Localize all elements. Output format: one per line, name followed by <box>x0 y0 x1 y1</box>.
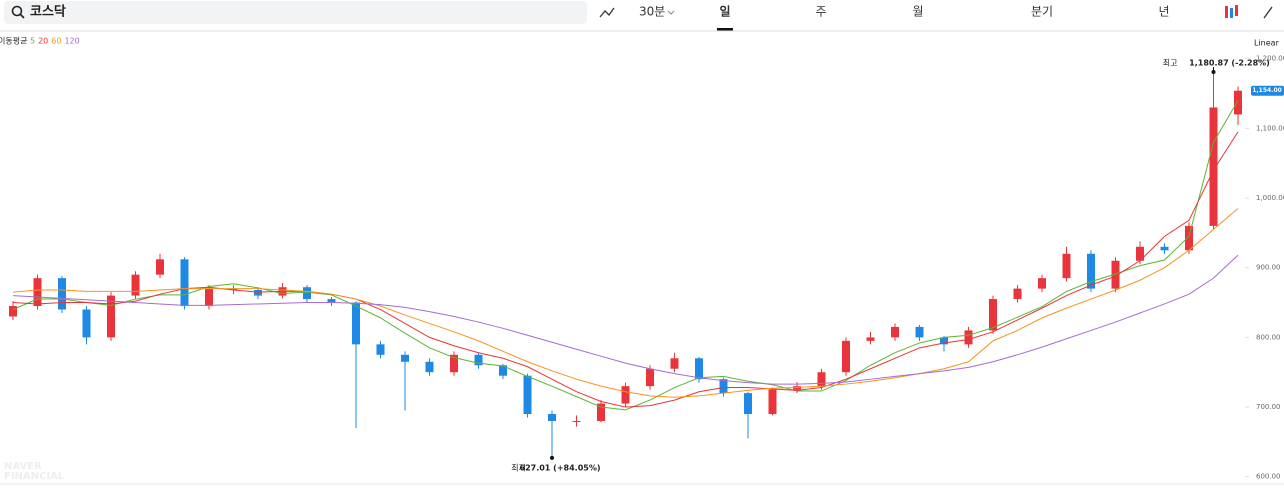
candle-body <box>940 337 948 345</box>
y-tick-label: 1,000.00 <box>1256 194 1284 202</box>
tab[interactable]: 분기 <box>1031 5 1053 19</box>
candle-body <box>474 354 483 366</box>
candle-body <box>205 288 213 307</box>
tab-underline <box>717 28 733 31</box>
y-tick-label: 600.00 <box>1256 473 1281 481</box>
y-tick-label: 1,200.00 <box>1256 55 1284 63</box>
price-tag <box>1251 85 1284 96</box>
candle-body <box>82 309 91 338</box>
candle-body <box>719 379 728 394</box>
candle-body <box>1185 225 1193 251</box>
candle-body <box>180 259 189 307</box>
candle-body <box>425 361 434 373</box>
candle-body <box>1087 253 1095 289</box>
candle-body <box>548 414 556 421</box>
search-text[interactable]: 코스닥 <box>30 4 66 20</box>
low-text: 627.01 (+84.05%) <box>520 463 601 472</box>
price-tag-text: 1,154.00 <box>1252 87 1282 94</box>
candle-body <box>107 295 115 338</box>
candle-body <box>866 337 875 341</box>
legend-title: 이동평균 <box>0 36 27 46</box>
candle-body <box>1062 253 1071 279</box>
candle-body <box>156 259 164 275</box>
ma-line <box>12 254 1239 385</box>
candle-body <box>817 372 826 387</box>
candle-body <box>450 354 458 373</box>
y-tick-label: 700.00 <box>1256 403 1281 411</box>
tab[interactable]: 년 <box>1158 5 1169 19</box>
candle-body <box>891 326 899 338</box>
candle-body <box>646 368 654 387</box>
search-icon <box>19 13 25 19</box>
watermark: FINANCIAL <box>4 471 65 482</box>
candle-body <box>572 420 581 422</box>
candle-body <box>327 299 336 303</box>
candle-body <box>9 306 17 317</box>
candle-body <box>303 287 311 300</box>
candle-body <box>1111 260 1120 289</box>
tab[interactable]: 월 <box>912 5 923 19</box>
low-marker <box>550 455 554 460</box>
candle-body <box>842 340 850 373</box>
legend-entry: 20 <box>38 37 48 46</box>
candle-body <box>254 290 262 296</box>
candle-body <box>915 326 924 338</box>
candle-body <box>1136 246 1144 261</box>
candle-body <box>1160 246 1169 251</box>
interval[interactable]: 30분 <box>639 5 665 19</box>
high-label: 최고 <box>1163 58 1178 68</box>
candle-body <box>131 274 140 296</box>
search-icon <box>11 5 23 17</box>
y-tick-label: 800.00 <box>1256 333 1281 341</box>
edit-icon[interactable] <box>1263 6 1273 19</box>
ma-line <box>12 100 1239 411</box>
candle-body <box>1013 288 1022 300</box>
candle-body <box>597 403 605 421</box>
legend-entry: 5 <box>30 37 35 46</box>
candle-body <box>621 386 630 404</box>
candle-body <box>58 278 66 310</box>
high-text: 1,180.87 (-2.28%) <box>1189 59 1270 68</box>
y-tick-label: 900.00 <box>1256 264 1281 272</box>
candle-body <box>1209 107 1218 226</box>
chart-type-icon[interactable] <box>1235 5 1238 16</box>
candle-body <box>670 358 679 369</box>
candle-body <box>964 330 973 345</box>
candle-body <box>695 358 703 380</box>
candle-body <box>352 302 360 345</box>
chart-type-icon[interactable] <box>1230 8 1233 18</box>
scale-label[interactable]: Linear <box>1254 39 1280 48</box>
tab[interactable]: 일 <box>719 5 730 19</box>
candle-body <box>499 365 507 376</box>
search-box[interactable] <box>4 1 587 24</box>
candle-body <box>1038 278 1046 289</box>
watermark: NAVER <box>4 461 42 472</box>
legend-entry: 120 <box>64 37 79 46</box>
candle-body <box>229 288 238 291</box>
y-tick-label: 1,100.00 <box>1256 124 1284 132</box>
ma-line <box>12 131 1239 408</box>
candle-body <box>989 299 997 331</box>
candle-body <box>401 354 409 362</box>
chart-type-icon[interactable] <box>1225 6 1228 18</box>
candle-body <box>1234 90 1242 115</box>
legend-entry: 60 <box>51 37 61 46</box>
candle-body <box>523 375 532 415</box>
candle-body <box>33 278 42 307</box>
ma-line <box>12 208 1239 398</box>
low-label: 최저 <box>511 462 526 472</box>
dropdown <box>667 10 675 15</box>
indicator-icon[interactable] <box>599 7 615 18</box>
candle-body <box>744 393 752 415</box>
candle-body <box>376 344 385 355</box>
tab[interactable]: 주 <box>815 5 826 19</box>
candle-body <box>768 389 777 415</box>
